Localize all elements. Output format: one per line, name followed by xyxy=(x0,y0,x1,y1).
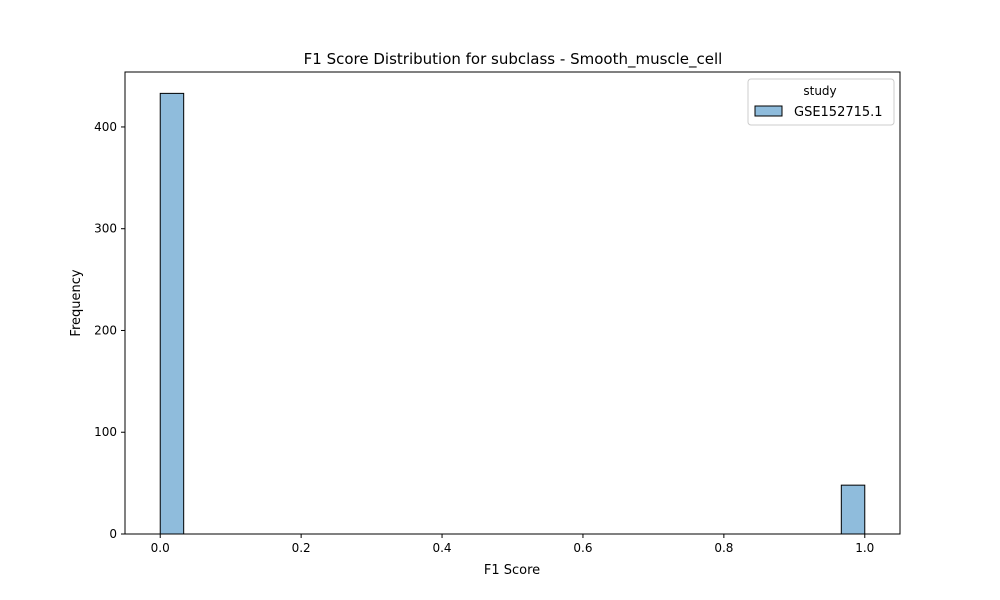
x-tick-label: 0.2 xyxy=(292,541,311,555)
y-axis-ticks: 0 100 200 300 400 xyxy=(94,120,125,541)
legend-title: study xyxy=(803,84,836,98)
x-tick-label: 1.0 xyxy=(855,541,874,555)
y-tick-label: 400 xyxy=(94,120,117,134)
x-axis-label: F1 Score xyxy=(484,563,540,578)
bars-group xyxy=(159,92,866,535)
legend-frame xyxy=(747,78,895,126)
x-tick-label: 0.4 xyxy=(432,541,451,555)
histogram-bar-0 xyxy=(159,92,185,535)
legend-entry-label: GSE152715.1 xyxy=(794,105,883,120)
plot-frame xyxy=(124,71,901,535)
y-tick-label: 0 xyxy=(109,527,117,541)
histogram-bar-1 xyxy=(840,484,866,535)
legend: study GSE152715.1 xyxy=(747,78,895,126)
chart-title: F1 Score Distribution for subclass - Smo… xyxy=(304,50,723,69)
y-tick-label: 200 xyxy=(94,323,117,337)
x-tick-label: 0.0 xyxy=(151,541,170,555)
y-tick-label: 100 xyxy=(94,425,117,439)
y-tick-label: 300 xyxy=(94,222,117,236)
x-tick-label: 0.6 xyxy=(573,541,592,555)
y-axis-label: Frequency xyxy=(69,269,84,336)
x-tick-label: 0.8 xyxy=(714,541,733,555)
x-axis-ticks: 0.0 0.2 0.4 0.6 0.8 1.0 xyxy=(151,534,874,555)
legend-swatch xyxy=(754,105,783,117)
